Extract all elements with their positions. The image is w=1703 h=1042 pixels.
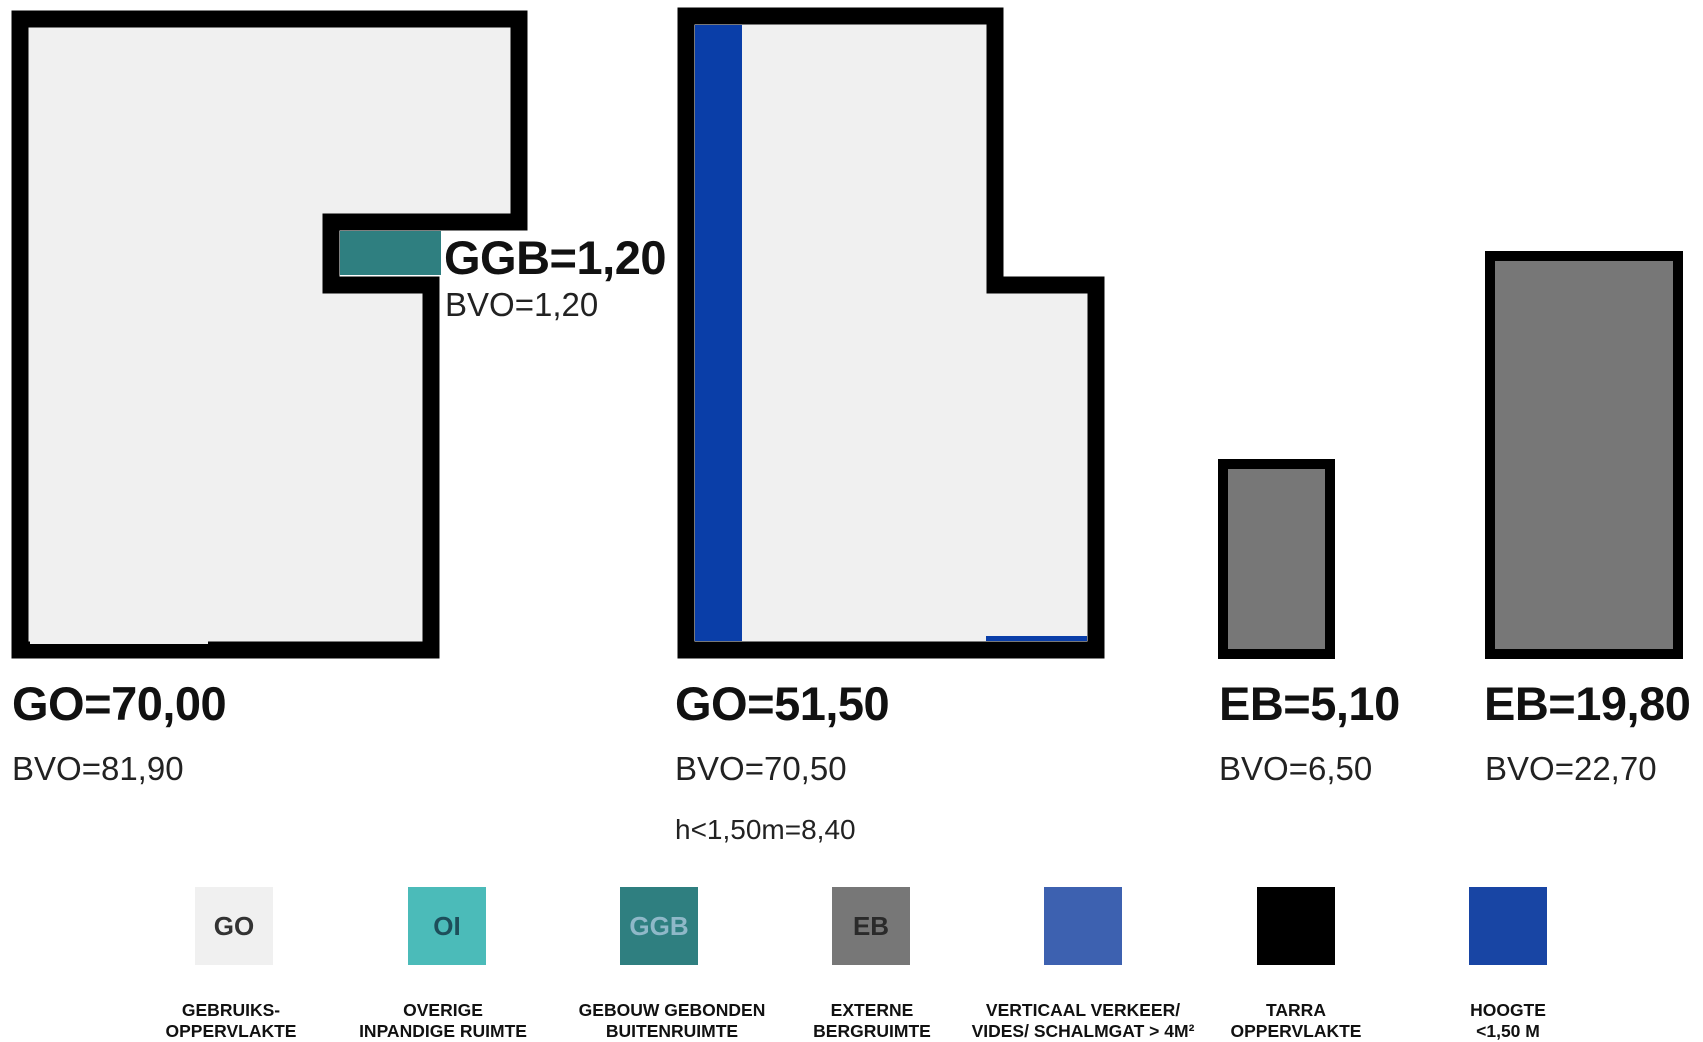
unit2-outline <box>677 7 1105 659</box>
ggb-bvo-label: BVO=1,20 <box>445 286 599 323</box>
legend-swatch-eb: EB <box>832 887 910 965</box>
unit3-eb-label: EB=5,10 <box>1219 677 1400 730</box>
legend-label-hoogte: HOOGTE <1,50 M <box>1470 1000 1546 1041</box>
legend-swatch-tarra <box>1257 887 1335 965</box>
legend-code-ggb: GGB <box>629 910 689 941</box>
legend-code-eb: EB <box>852 910 890 941</box>
unit1-ggb-area <box>340 231 441 275</box>
legend-code-oi: OI <box>433 910 461 941</box>
unit3-bvo-label: BVO=6,50 <box>1219 750 1373 787</box>
legend-code-go: GO <box>213 910 255 941</box>
legend-label-vertical-traffic: VERTICAAL VERKEER/ VIDES/ SCHALMGAT > 4M… <box>971 1000 1195 1041</box>
legend-swatch-go: GO <box>195 887 273 965</box>
unit4-storage-box <box>1485 251 1683 659</box>
legend-swatch-hoogte <box>1469 887 1547 965</box>
unit1-go-label: GO=70,00 <box>12 677 227 730</box>
unit2-low-height-band <box>695 25 742 641</box>
legend-label-oi: OVERIGE INPANDIGE RUIMTE <box>359 1000 527 1041</box>
ggb-area-label: GGB=1,20 <box>444 231 666 284</box>
legend-label-ggb: GEBOUW GEBONDEN BUITENRUIMTE <box>578 1000 766 1041</box>
unit2-low-height-label: h<1,50m=8,40 <box>675 814 856 845</box>
legend-swatch-ggb: GGB <box>620 887 698 965</box>
legend-swatch-vertical-traffic <box>1044 887 1122 965</box>
legend-label-go: GEBRUIKS- OPPERVLAKTE <box>165 1000 297 1041</box>
unit2-go-label: GO=51,50 <box>675 677 890 730</box>
unit1-floor-gap <box>30 640 208 644</box>
legend-label-tarra: TARRA OPPERVLAKTE <box>1230 1000 1362 1041</box>
unit1-bvo-label: BVO=81,90 <box>12 750 184 787</box>
legend-swatch-oi: OI <box>408 887 486 965</box>
unit2-low-height-strip <box>986 636 1087 641</box>
unit1-outline <box>11 10 528 659</box>
unit4-eb-label: EB=19,80 <box>1484 677 1691 730</box>
legend-label-eb: EXTERNE BERGRUIMTE <box>813 1000 931 1041</box>
unit2-bvo-label: BVO=70,50 <box>675 750 847 787</box>
unit4-bvo-label: BVO=22,70 <box>1485 750 1657 787</box>
unit3-storage-box <box>1218 459 1335 659</box>
